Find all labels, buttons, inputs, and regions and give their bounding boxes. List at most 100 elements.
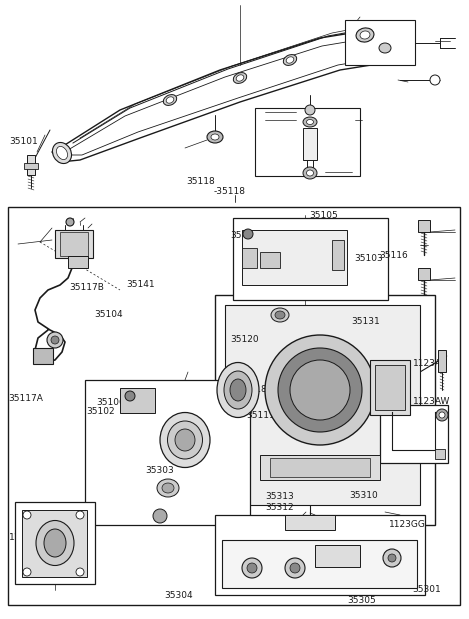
Bar bbox=[285, 515, 335, 530]
Ellipse shape bbox=[175, 429, 195, 451]
Circle shape bbox=[153, 509, 167, 523]
Bar bbox=[60, 232, 88, 256]
Text: 35302: 35302 bbox=[281, 455, 310, 464]
Bar bbox=[380, 405, 448, 463]
Ellipse shape bbox=[303, 117, 317, 127]
Ellipse shape bbox=[430, 75, 440, 85]
Text: 35111: 35111 bbox=[246, 412, 275, 420]
Ellipse shape bbox=[236, 75, 244, 81]
Circle shape bbox=[388, 554, 396, 562]
Bar bbox=[225, 305, 420, 505]
Text: 35310: 35310 bbox=[349, 491, 378, 500]
Ellipse shape bbox=[230, 379, 246, 401]
Text: 35312: 35312 bbox=[265, 503, 294, 512]
Circle shape bbox=[51, 336, 59, 344]
Bar bbox=[435, 449, 445, 459]
Ellipse shape bbox=[286, 57, 294, 63]
Ellipse shape bbox=[271, 308, 289, 322]
Text: 35303: 35303 bbox=[145, 466, 174, 475]
Bar bbox=[15, 502, 95, 584]
Text: 35118: 35118 bbox=[187, 177, 215, 186]
Bar bbox=[260, 252, 280, 268]
Text: 35102: 35102 bbox=[87, 407, 115, 416]
Ellipse shape bbox=[53, 142, 72, 163]
Bar bbox=[370, 360, 410, 415]
Circle shape bbox=[439, 412, 445, 418]
Circle shape bbox=[242, 558, 262, 578]
Bar bbox=[242, 230, 347, 285]
Bar bbox=[438, 350, 446, 372]
Bar bbox=[27, 155, 35, 175]
Ellipse shape bbox=[157, 479, 179, 497]
Bar bbox=[332, 240, 344, 270]
Ellipse shape bbox=[56, 147, 68, 160]
Text: 35304: 35304 bbox=[164, 591, 193, 600]
Bar bbox=[345, 20, 415, 65]
Bar bbox=[215, 515, 425, 595]
Text: 35313: 35313 bbox=[265, 492, 294, 501]
Circle shape bbox=[383, 549, 401, 567]
Text: 35106A: 35106A bbox=[96, 398, 131, 407]
Text: 35301: 35301 bbox=[413, 585, 441, 594]
Bar bbox=[215, 295, 435, 525]
Ellipse shape bbox=[307, 170, 313, 176]
Bar bbox=[33, 348, 53, 364]
Bar bbox=[22, 510, 87, 577]
Bar bbox=[315, 545, 360, 567]
Ellipse shape bbox=[166, 97, 174, 103]
Ellipse shape bbox=[307, 119, 313, 124]
Circle shape bbox=[125, 391, 135, 401]
Ellipse shape bbox=[162, 483, 174, 493]
Bar bbox=[260, 455, 380, 480]
Text: 35100: 35100 bbox=[178, 429, 207, 438]
Text: 35105: 35105 bbox=[310, 211, 338, 220]
Ellipse shape bbox=[207, 131, 223, 143]
Circle shape bbox=[23, 511, 31, 519]
Ellipse shape bbox=[283, 54, 297, 66]
Ellipse shape bbox=[275, 311, 285, 319]
Text: 35131: 35131 bbox=[351, 318, 379, 326]
Bar bbox=[255, 108, 360, 176]
Text: 35141: 35141 bbox=[127, 280, 155, 289]
Text: 35120: 35120 bbox=[230, 335, 258, 344]
Bar bbox=[222, 540, 417, 588]
Bar bbox=[375, 365, 405, 410]
Bar bbox=[242, 248, 257, 268]
Ellipse shape bbox=[233, 72, 247, 84]
Circle shape bbox=[285, 558, 305, 578]
Text: 35104: 35104 bbox=[94, 310, 122, 319]
Circle shape bbox=[66, 218, 74, 226]
Bar bbox=[120, 388, 155, 413]
Circle shape bbox=[278, 348, 362, 432]
Bar bbox=[68, 256, 88, 268]
Ellipse shape bbox=[167, 421, 203, 459]
Text: 1123GG: 1123GG bbox=[389, 521, 426, 529]
Text: 35103: 35103 bbox=[354, 254, 383, 263]
Circle shape bbox=[305, 105, 315, 115]
Bar bbox=[85, 380, 250, 525]
Circle shape bbox=[76, 511, 84, 519]
Circle shape bbox=[76, 568, 84, 576]
Text: 1123AU: 1123AU bbox=[413, 360, 448, 368]
Bar bbox=[233, 218, 388, 300]
Bar bbox=[24, 163, 38, 169]
Ellipse shape bbox=[36, 521, 74, 566]
Text: 35115: 35115 bbox=[267, 268, 296, 277]
Circle shape bbox=[290, 563, 300, 573]
Ellipse shape bbox=[379, 43, 391, 53]
Circle shape bbox=[23, 568, 31, 576]
Circle shape bbox=[247, 563, 257, 573]
Text: 35117B: 35117B bbox=[69, 284, 104, 292]
Bar bbox=[270, 458, 370, 477]
Text: 35305: 35305 bbox=[347, 596, 376, 605]
Ellipse shape bbox=[44, 529, 66, 557]
Text: 35101: 35101 bbox=[9, 137, 38, 145]
Ellipse shape bbox=[163, 95, 177, 105]
Circle shape bbox=[290, 360, 350, 420]
Circle shape bbox=[47, 332, 63, 348]
Ellipse shape bbox=[217, 363, 259, 417]
Bar bbox=[8, 207, 460, 605]
Text: 35118: 35118 bbox=[238, 386, 267, 394]
Text: 35142: 35142 bbox=[230, 231, 258, 240]
Text: 1130AL: 1130AL bbox=[9, 533, 44, 542]
